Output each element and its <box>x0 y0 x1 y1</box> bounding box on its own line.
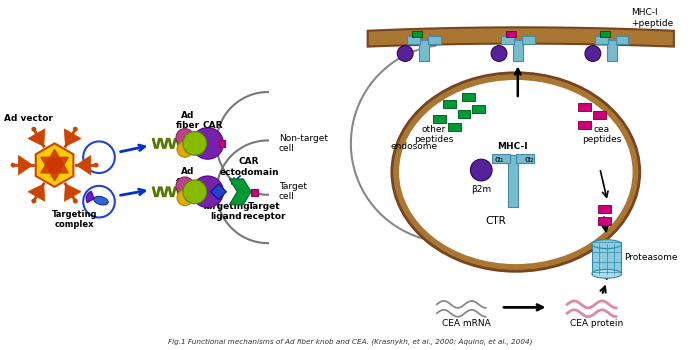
Circle shape <box>471 159 492 181</box>
Text: cea
peptides: cea peptides <box>582 125 621 144</box>
Bar <box>578 121 591 128</box>
Text: CAR
ectodomain: CAR ectodomain <box>219 158 279 177</box>
Ellipse shape <box>592 269 622 278</box>
Bar <box>513 40 523 61</box>
Circle shape <box>176 177 194 195</box>
Text: CEA mRNA: CEA mRNA <box>442 318 491 328</box>
Circle shape <box>585 46 601 61</box>
Polygon shape <box>76 155 91 175</box>
Text: CAR: CAR <box>203 121 223 130</box>
Circle shape <box>183 132 207 155</box>
Bar <box>457 110 471 118</box>
Bar <box>501 36 514 44</box>
Bar <box>462 93 475 101</box>
Text: β2m: β2m <box>471 185 491 194</box>
Text: Targeting
complex: Targeting complex <box>51 210 97 229</box>
Text: CTR: CTR <box>486 216 507 226</box>
Circle shape <box>94 163 99 168</box>
Circle shape <box>73 127 78 132</box>
Ellipse shape <box>592 240 622 248</box>
Circle shape <box>83 141 115 173</box>
Text: CEA protein: CEA protein <box>570 318 623 328</box>
Circle shape <box>177 141 193 157</box>
Bar <box>600 31 609 37</box>
Wedge shape <box>86 191 94 203</box>
Polygon shape <box>368 27 674 47</box>
Text: Proteasome: Proteasome <box>625 253 678 262</box>
Bar <box>251 189 258 196</box>
Polygon shape <box>18 155 33 175</box>
Text: Ad
fiber: Ad fiber <box>176 167 200 187</box>
Circle shape <box>183 180 207 204</box>
Bar <box>219 140 226 147</box>
Text: Target
receptor: Target receptor <box>242 202 286 221</box>
Bar <box>516 154 534 163</box>
Ellipse shape <box>400 81 632 264</box>
Text: other
peptides: other peptides <box>414 125 453 144</box>
Bar <box>522 36 534 44</box>
Polygon shape <box>36 144 74 187</box>
Polygon shape <box>230 179 251 205</box>
Bar <box>598 217 611 225</box>
Text: endosome: endosome <box>391 142 438 151</box>
Bar <box>616 36 628 44</box>
Circle shape <box>491 46 507 61</box>
Ellipse shape <box>392 73 640 271</box>
Polygon shape <box>41 157 69 181</box>
Bar <box>506 31 516 37</box>
Text: Ad
fiber: Ad fiber <box>176 111 200 131</box>
Circle shape <box>192 176 223 208</box>
Circle shape <box>176 128 194 146</box>
Circle shape <box>73 198 78 203</box>
Polygon shape <box>65 184 81 201</box>
Text: α₂: α₂ <box>525 155 534 164</box>
Bar <box>433 115 446 122</box>
Polygon shape <box>28 184 45 201</box>
Circle shape <box>177 190 193 205</box>
Bar <box>592 242 622 274</box>
Circle shape <box>397 46 413 61</box>
Bar <box>492 154 510 163</box>
Bar <box>508 155 518 206</box>
Bar <box>595 36 608 44</box>
Bar <box>407 36 420 44</box>
Text: Fig.1 Functional mechanisms of Ad fiber knob and CEA. (Krasnykh, et al., 2000; A: Fig.1 Functional mechanisms of Ad fiber … <box>168 338 532 345</box>
Bar <box>448 122 461 131</box>
Text: Non-target
cell: Non-target cell <box>279 134 328 153</box>
Bar <box>419 40 429 61</box>
Ellipse shape <box>94 196 108 205</box>
Bar <box>598 205 611 212</box>
Polygon shape <box>41 149 69 173</box>
Text: α₁: α₁ <box>494 155 504 164</box>
Bar <box>593 111 606 119</box>
Bar <box>578 103 591 111</box>
Polygon shape <box>65 129 81 146</box>
Circle shape <box>31 198 36 203</box>
Text: Targeting
ligand: Targeting ligand <box>202 202 251 221</box>
Text: MHC-I: MHC-I <box>498 142 528 151</box>
Bar <box>443 100 455 108</box>
Circle shape <box>192 128 223 159</box>
Bar <box>412 31 422 37</box>
Circle shape <box>31 127 36 132</box>
Text: Target
cell: Target cell <box>279 182 307 202</box>
Bar <box>428 36 441 44</box>
Bar <box>607 40 616 61</box>
Polygon shape <box>210 184 226 200</box>
Circle shape <box>10 163 15 168</box>
Text: Ad vector: Ad vector <box>4 114 53 123</box>
Circle shape <box>83 186 115 217</box>
Text: MHC-I
+peptide: MHC-I +peptide <box>632 8 674 28</box>
Bar <box>473 105 485 113</box>
Polygon shape <box>28 129 45 146</box>
